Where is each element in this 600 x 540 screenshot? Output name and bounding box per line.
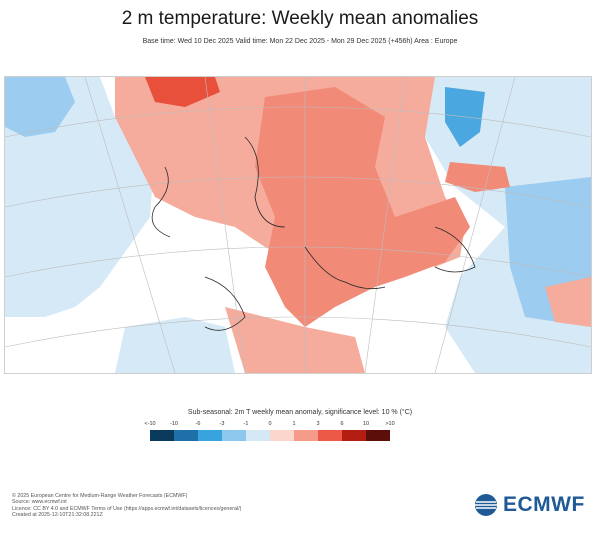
legend-tick: 10: [362, 421, 370, 427]
legend-tick: 6: [340, 421, 344, 427]
legend-tick: -10: [170, 421, 178, 427]
coastlines: [151, 136, 476, 331]
legend-color-swatch: [318, 430, 342, 441]
credit-line: Source: www.ecmwf.int: [12, 499, 67, 506]
legend-ticks: <-10 -10 -6 -3 -1 0 1 3 6 10 >10: [0, 421, 600, 431]
legend-color-swatch: [342, 430, 366, 441]
ecmwf-logo-icon: [475, 494, 497, 516]
chart-title: 2 m temperature: Weekly mean anomalies: [121, 8, 479, 29]
legend-color-swatch: [270, 430, 294, 441]
warm-region-greenland-hot: [145, 77, 220, 107]
credit-line: Created at 2025-12-10T21:32:08.221Z: [12, 511, 103, 518]
credit-line: © 2025 European Centre for Medium-Range …: [12, 493, 188, 499]
legend-tick: -3: [219, 421, 225, 427]
legend-color-swatch: [246, 430, 270, 441]
chart-subtitle: Base time: Wed 10 Dec 2025 Valid time: M…: [142, 38, 458, 45]
legend-tick: -1: [243, 421, 249, 427]
warm-region-caspian: [445, 162, 510, 192]
credit-line: Licence: CC BY 4.0 and ECMWF Terms of Us…: [12, 505, 242, 512]
legend-tick: 1: [292, 421, 296, 427]
logo-text: ECMWF: [503, 493, 585, 516]
legend-color-swatch: [150, 430, 174, 441]
graticule: [5, 77, 591, 373]
cool-region-north-atlantic: [5, 77, 75, 137]
anomaly-map: [4, 76, 592, 374]
legend-color-swatch: [294, 430, 318, 441]
legend-tick: 0: [268, 421, 272, 427]
legend-title: Sub-seasonal: 2m T weekly mean anomaly, …: [187, 409, 413, 416]
warm-region-scandinavia-europe: [255, 87, 470, 327]
credits: © 2025 European Centre for Medium-Range …: [12, 493, 241, 518]
legend-tick: 3: [316, 421, 320, 427]
warm-region-med: [225, 307, 365, 373]
legend-tick: >10: [385, 421, 395, 427]
ecmwf-logo: ECMWF: [473, 493, 585, 517]
legend-colorbar: [150, 430, 390, 441]
legend-color-swatch: [222, 430, 246, 441]
legend-tick: -6: [195, 421, 201, 427]
cool-region-atlantic: [5, 77, 155, 317]
cool-region-iberia-south: [115, 317, 235, 373]
legend-color-swatch: [366, 430, 390, 441]
legend-color-swatch: [174, 430, 198, 441]
legend-color-swatch: [198, 430, 222, 441]
warm-region-east-patch: [545, 277, 591, 327]
legend-tick: <-10: [144, 421, 156, 427]
